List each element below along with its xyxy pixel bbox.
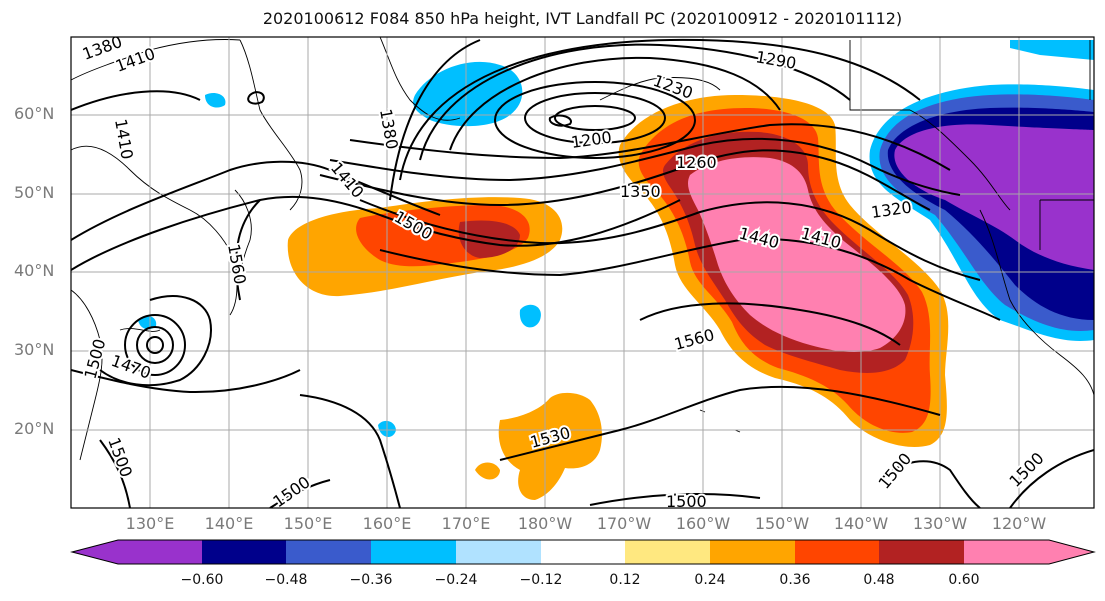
lon-label: 140°W <box>833 514 889 533</box>
colorbar-cell <box>625 540 710 564</box>
ivt-positive-region-west <box>287 197 563 297</box>
colorbar-cell <box>286 540 371 564</box>
colorbar-cell <box>456 540 541 564</box>
colorbar-cell <box>202 540 286 564</box>
colorbar-tick: −0.36 <box>349 572 393 588</box>
lon-label: 150°E <box>283 514 333 533</box>
lon-label: 150°W <box>754 514 810 533</box>
colorbar-tick: 0.36 <box>779 572 811 588</box>
lat-label-20n: 20°N <box>14 419 55 438</box>
lat-label-60n: 60°N <box>14 104 55 123</box>
contour-label: 1500 <box>666 492 707 511</box>
colorbar-tick: −0.60 <box>180 572 224 588</box>
lon-label: 130°E <box>125 514 175 533</box>
lon-label: 130°W <box>912 514 968 533</box>
colorbar-cell <box>710 540 795 564</box>
lon-label: 160°W <box>675 514 731 533</box>
colorbar-tick: 0.12 <box>609 572 641 588</box>
colorbar-cell <box>371 540 456 564</box>
lon-label: 180°W <box>517 514 573 533</box>
colorbar-tick: −0.24 <box>434 572 478 588</box>
lon-label: 170°E <box>441 514 491 533</box>
contour-label: 1350 <box>620 182 661 201</box>
colorbar-outline <box>70 539 1096 565</box>
lat-label-30n: 30°N <box>14 340 55 359</box>
contour-label: 1260 <box>676 153 717 172</box>
colorbar-tick: −0.12 <box>519 572 563 588</box>
colorbar-cell <box>964 540 1094 564</box>
colorbar-tick: 0.60 <box>948 572 980 588</box>
colorbar-tick: 0.48 <box>863 572 895 588</box>
colorbar-cell <box>72 540 202 564</box>
colorbar-cell <box>541 540 625 564</box>
lon-label: 140°E <box>204 514 254 533</box>
lon-label: 170°W <box>596 514 652 533</box>
graticule <box>71 37 1094 508</box>
lon-label: 120°W <box>991 514 1047 533</box>
colorbar-cell <box>795 540 879 564</box>
height-contours <box>71 38 1094 508</box>
colorbar-tick: 0.24 <box>694 572 726 588</box>
map-frame <box>70 36 1095 509</box>
map-title: 2020100612 F084 850 hPa height, IVT Land… <box>262 9 903 28</box>
lat-label-40n: 40°N <box>14 261 55 280</box>
colorbar-tick: −0.48 <box>264 572 308 588</box>
lat-label-50n: 50°N <box>14 183 55 202</box>
colorbar-cell <box>879 540 964 564</box>
ivt-positive-region-east <box>475 95 949 500</box>
lon-label: 160°E <box>362 514 412 533</box>
